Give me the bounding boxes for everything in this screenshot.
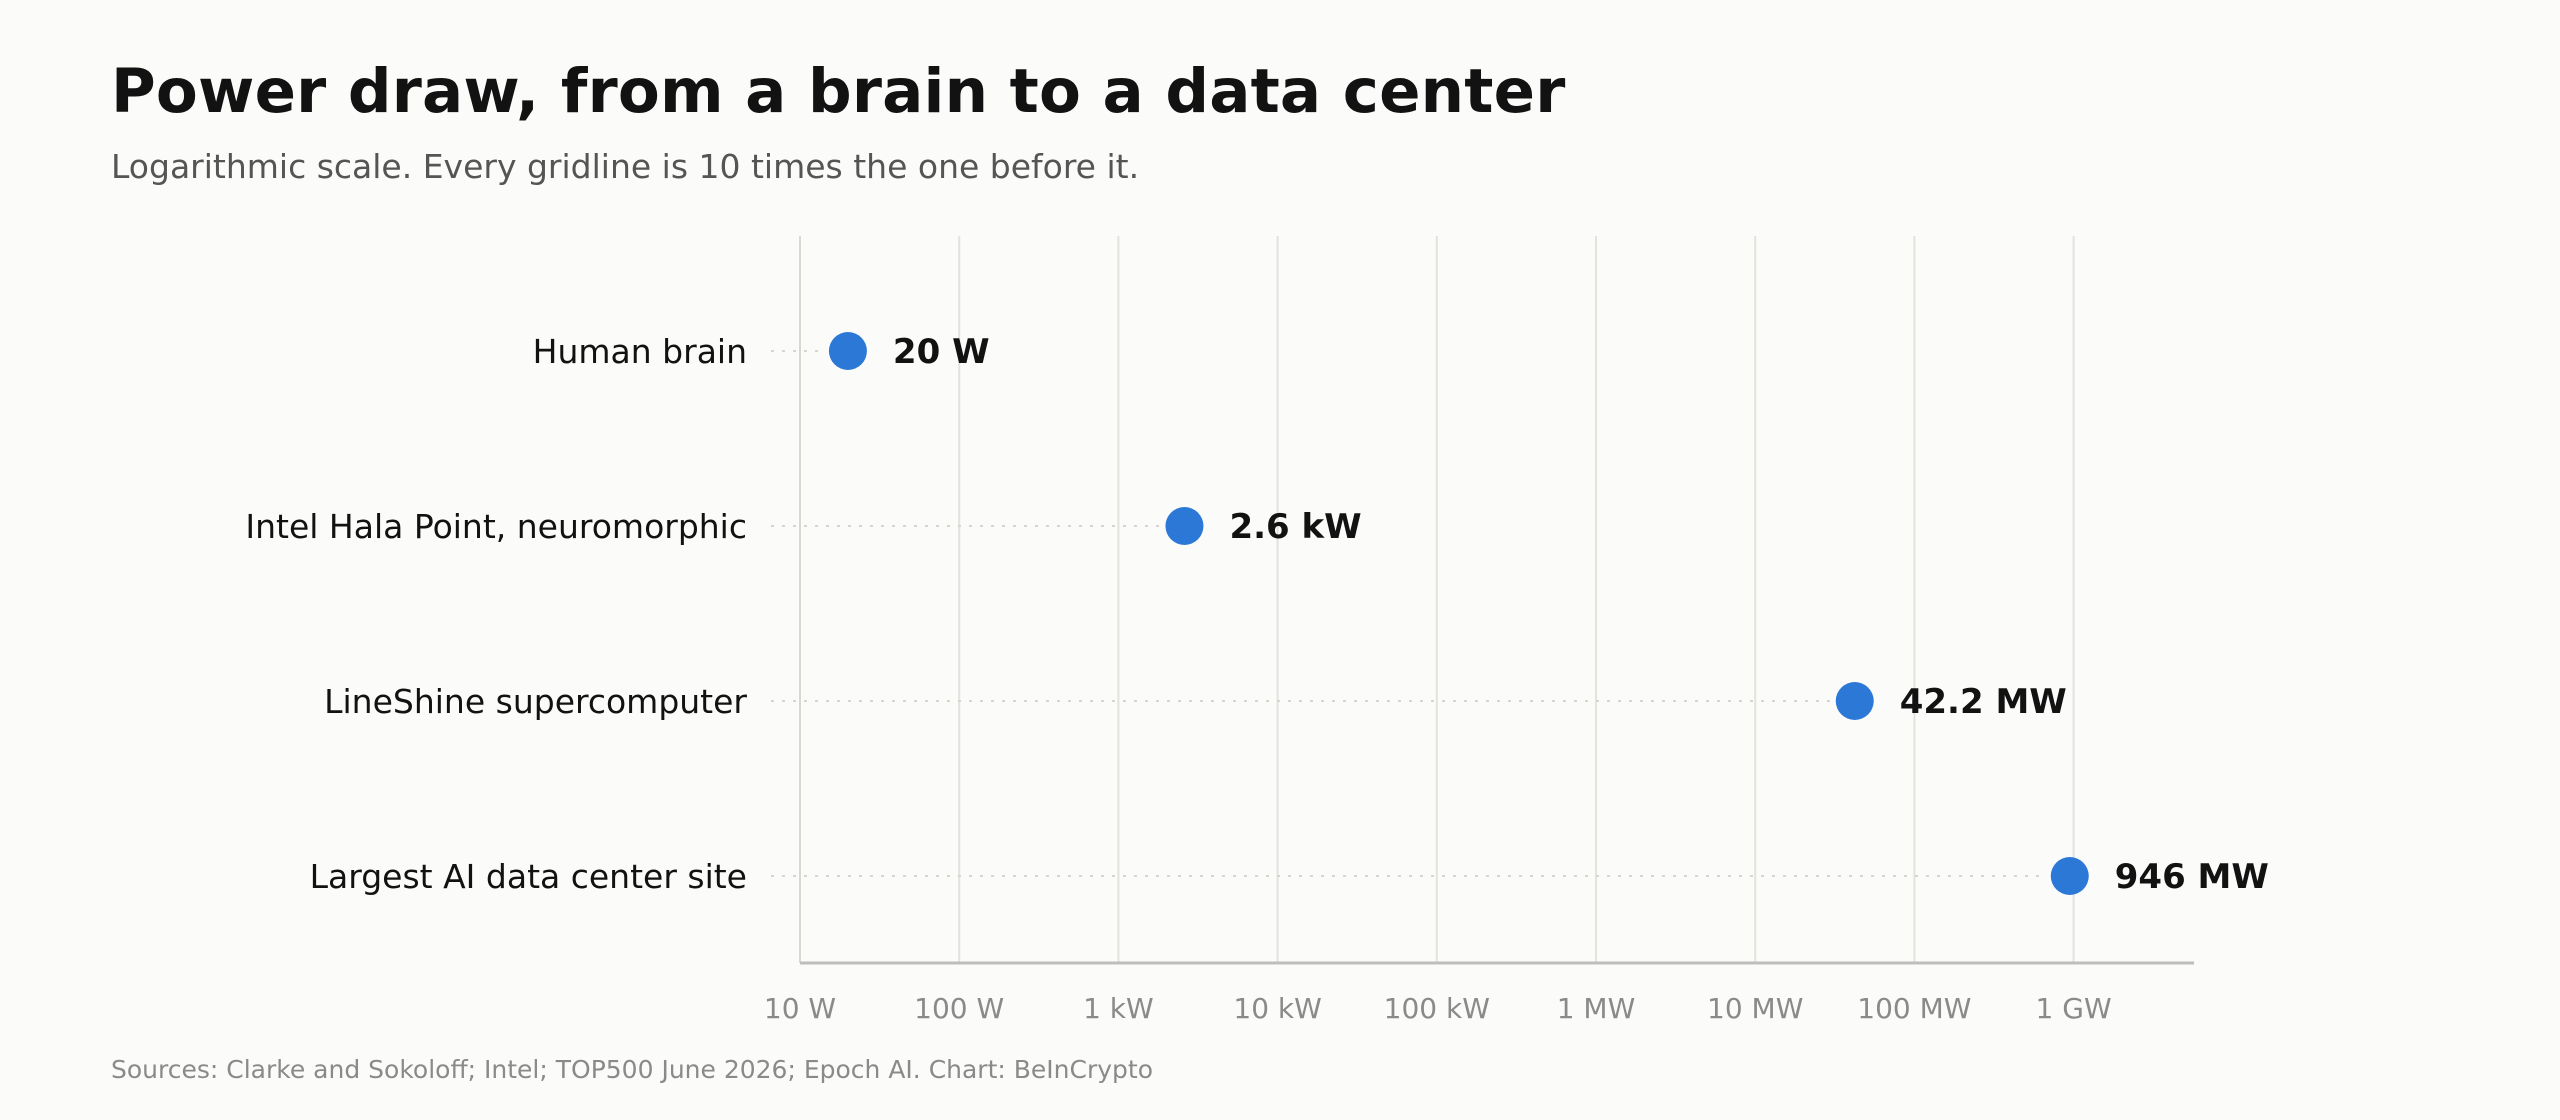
category-label: LineShine supercomputer <box>324 682 747 721</box>
source-note: Sources: Clarke and Sokoloff; Intel; TOP… <box>111 1055 1154 1084</box>
x-tick-label: 10 MW <box>1707 992 1803 1025</box>
x-tick-label: 100 W <box>914 992 1004 1025</box>
chart-subtitle: Logarithmic scale. Every gridline is 10 … <box>111 147 1140 186</box>
data-point <box>1165 507 1204 545</box>
x-tick-label: 100 MW <box>1857 992 1971 1025</box>
x-tick-label: 10 kW <box>1233 992 1321 1025</box>
gridlines <box>799 236 2075 963</box>
leader-lines <box>771 350 2047 877</box>
data-row: Intel Hala Point, neuromorphic 2.6 kW <box>245 507 1362 547</box>
category-label: Largest AI data center site <box>310 857 747 896</box>
x-tick-labels: 10 W 100 W 1 kW 10 kW 100 kW 1 MW 10 MW 100 MW 1… <box>764 992 2112 1025</box>
value-label: 2.6 kW <box>1229 507 1361 547</box>
category-label: Intel Hala Point, neuromorphic <box>245 507 747 546</box>
value-label: 42.2 MW <box>1900 682 2067 722</box>
x-tick-label: 100 kW <box>1384 992 1490 1025</box>
data-point <box>2050 857 2089 895</box>
x-tick-label: 1 GW <box>2036 992 2112 1025</box>
data-point <box>1835 682 1874 720</box>
category-label: Human brain <box>533 332 747 371</box>
data-rows: Human brain 20 W Intel Hala Point, neuromo… <box>245 332 2269 897</box>
data-point <box>828 332 867 370</box>
x-tick-label: 10 W <box>764 992 836 1025</box>
data-row: LineShine supercomputer 42.2 MW <box>324 682 2067 722</box>
data-row: Largest AI data center site 946 MW <box>310 857 2269 897</box>
value-label: 20 W <box>893 332 990 372</box>
x-tick-label: 1 kW <box>1083 992 1154 1025</box>
value-label: 946 MW <box>2115 857 2269 897</box>
x-tick-label: 1 MW <box>1557 992 1636 1025</box>
chart-title: Power draw, from a brain to a data cente… <box>111 56 1566 127</box>
data-row: Human brain 20 W <box>533 332 990 372</box>
